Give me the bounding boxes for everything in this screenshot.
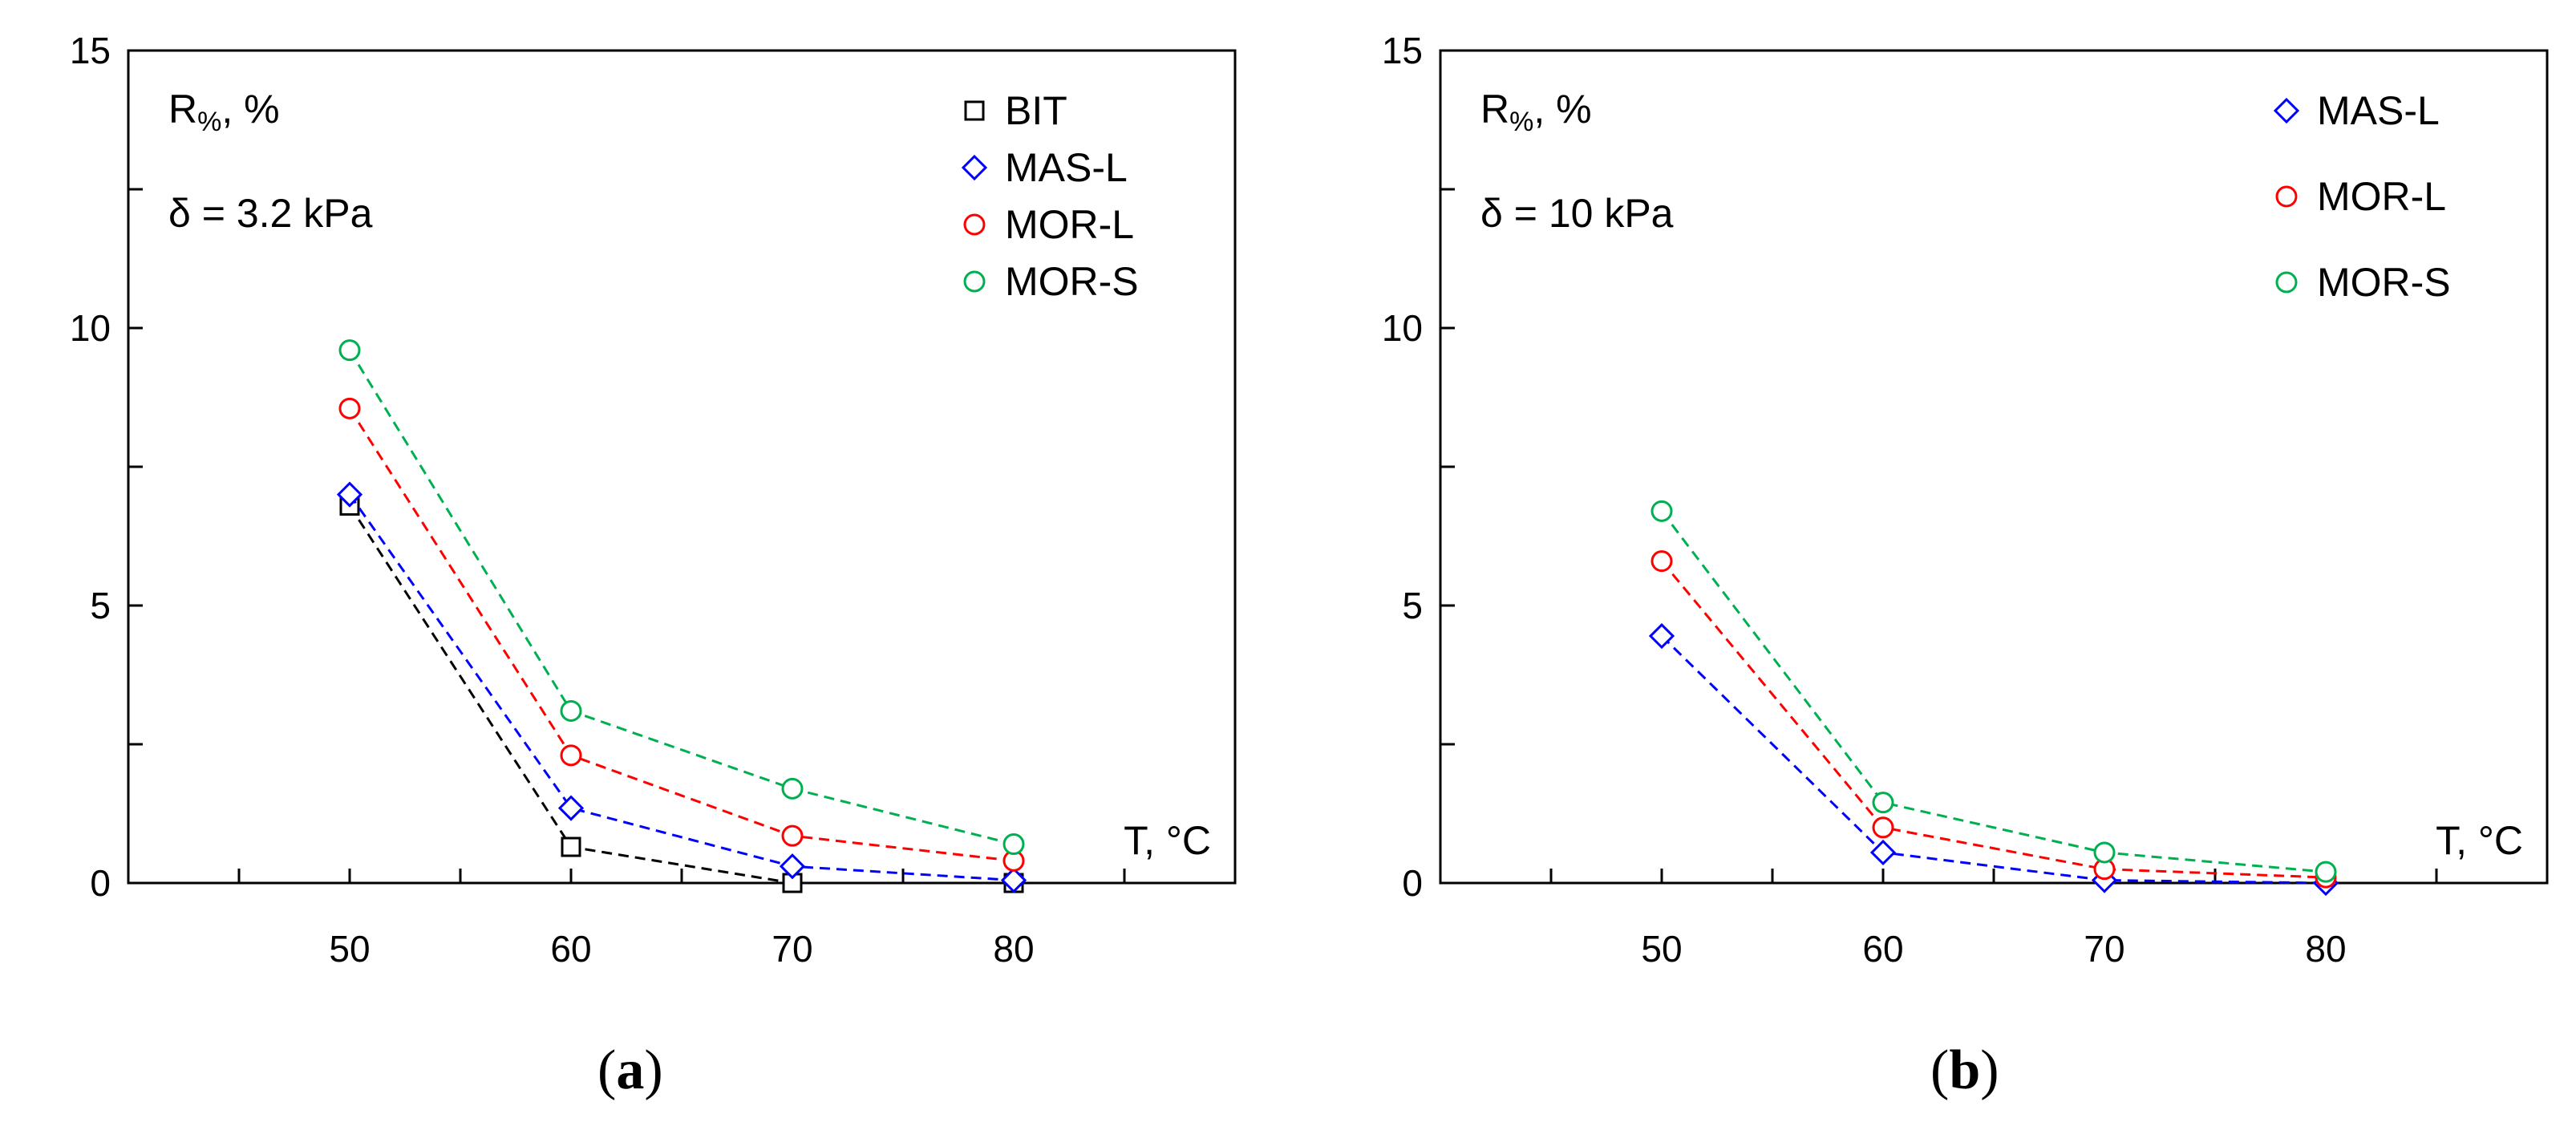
condition-label: δ = 3.2 kPa: [168, 191, 373, 236]
chart-b: 0 5 10 15 50 60 70 80 R%, % δ = 10 kPa T, °C MAS-L M…: [1382, 30, 2549, 970]
caption-letter: b: [1949, 1039, 1981, 1101]
data-point-mor-s: [1651, 500, 1673, 522]
data-point-mas-l: [1000, 867, 1027, 893]
legend-entry-mas-l: MAS-L: [1005, 145, 1128, 190]
x-axis-label: T, °C: [2436, 818, 2523, 863]
legend-marker-mas-l: [961, 154, 988, 181]
legend-marker-bit: [964, 100, 985, 121]
y-tick-label: 5: [1402, 585, 1423, 626]
legend-marker-mor-l: [2275, 185, 2298, 208]
x-tick-label: 80: [2305, 928, 2346, 970]
data-point-mor-s: [560, 699, 582, 722]
series-line-mor-s: [348, 349, 1015, 846]
data-point-mor-s: [338, 339, 361, 362]
caption-open: (: [1930, 1039, 1950, 1101]
y-tick-label: 15: [70, 30, 111, 71]
series-line-mor-s: [1660, 510, 2327, 873]
legend-entry-bit: BIT: [1005, 88, 1067, 133]
panel-caption-a: (a): [597, 1039, 663, 1103]
caption-open: (: [597, 1039, 617, 1101]
data-point-bit: [561, 836, 581, 857]
caption-close: ): [644, 1039, 663, 1101]
data-point-mor-l: [781, 824, 804, 847]
y-axis-label: R%, %: [1480, 87, 1592, 137]
y-tick-label: 5: [90, 585, 111, 626]
data-point-mas-l: [779, 853, 806, 880]
x-tick-label: 50: [329, 928, 370, 970]
y-tick-label: 15: [1382, 30, 1423, 71]
series-line-mor-l: [348, 407, 1015, 862]
x-axis-label: T, °C: [1124, 818, 1211, 863]
x-tick-label: 50: [1641, 928, 1682, 970]
x-tick-label: 60: [1862, 928, 1903, 970]
condition-label: δ = 10 kPa: [1480, 191, 1674, 236]
data-point-mor-s: [2315, 861, 2337, 883]
chart-a: 0 5 10 15 50 60 70 80 R%, % δ = 3.2 kPa T, °C BIT MA…: [70, 30, 1237, 970]
series-line-mas-l: [1660, 634, 2327, 885]
x-tick-label: 70: [2084, 928, 2124, 970]
legend-marker-mor-s: [963, 270, 986, 293]
data-point-mor-l: [338, 397, 361, 419]
y-axis-label: R%, %: [168, 87, 280, 137]
panel-caption-b: (b): [1930, 1039, 1999, 1103]
x-tick-label: 60: [550, 928, 591, 970]
y-tick-label: 10: [70, 307, 111, 349]
y-tick-label: 0: [90, 862, 111, 904]
data-point-mor-s: [2093, 841, 2116, 864]
legend-marker-mor-l: [963, 213, 986, 236]
legend-entry-mor-l: MOR-L: [1005, 202, 1134, 247]
legend-entry-mor-s: MOR-S: [1005, 259, 1139, 304]
series-line-mas-l: [348, 493, 1015, 882]
data-point-mas-l: [1869, 839, 1897, 866]
x-tick-label: 70: [772, 928, 812, 970]
caption-close: ): [1980, 1039, 1999, 1101]
legend-entry-mas-l: MAS-L: [2317, 88, 2440, 133]
legend-marker-mor-s: [2275, 271, 2298, 294]
data-point-mas-l: [1648, 622, 1675, 650]
series-line-mor-l: [1660, 560, 2327, 879]
legend-entry-mor-l: MOR-L: [2317, 174, 2446, 219]
x-tick-label: 80: [993, 928, 1034, 970]
data-point-mor-s: [1002, 833, 1025, 856]
data-point-mor-l: [560, 744, 582, 767]
legend-marker-mas-l: [2273, 97, 2300, 124]
caption-letter: a: [616, 1039, 645, 1101]
data-point-mor-l: [1872, 816, 1894, 839]
series-line-bit: [348, 504, 1014, 885]
legend-entry-mor-s: MOR-S: [2317, 260, 2451, 305]
data-point-mor-s: [1872, 792, 1894, 814]
data-point-mor-s: [781, 777, 804, 800]
y-tick-label: 10: [1382, 307, 1423, 349]
data-point-mas-l: [336, 481, 363, 508]
data-point-mas-l: [557, 795, 585, 821]
data-point-mor-l: [1651, 550, 1673, 573]
y-tick-label: 0: [1402, 862, 1423, 904]
